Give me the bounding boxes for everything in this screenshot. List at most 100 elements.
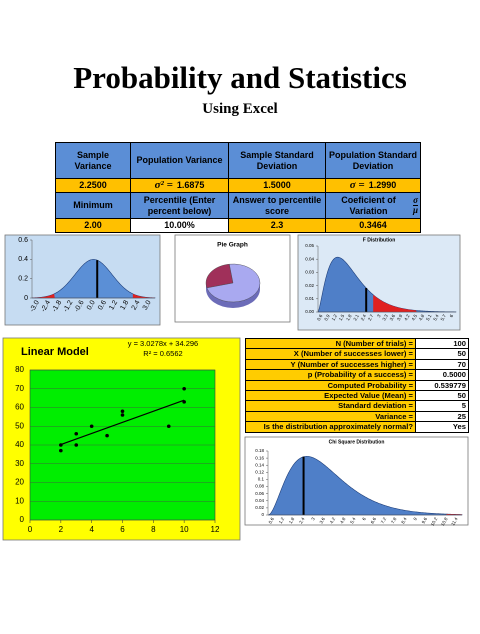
stat-label-text: Variance = (375, 411, 413, 421)
x-tick-label: 8.4 (400, 516, 408, 524)
cell-value: 1.6875 (176, 180, 205, 190)
y-tick-label: 0.03 (305, 270, 314, 275)
y-tick-label: 40 (15, 440, 24, 449)
y-tick-label: 0 (20, 515, 25, 524)
stat-label-text: Is the distribution approximately normal… (263, 422, 413, 432)
x-tick-label: 0.6 (316, 313, 324, 321)
cell-text: Sample Standard Deviation (240, 149, 314, 171)
stat-value-text: 50 (457, 390, 466, 400)
stat-label-text: N (Number of trials) = (335, 339, 413, 348)
x-tick-label: 6.6 (370, 516, 378, 524)
stat-value: 50 (416, 349, 469, 360)
stat-value: 0.539779 (416, 380, 469, 391)
stat-label: Is the distribution approximately normal… (246, 422, 416, 433)
point (120, 409, 125, 414)
y-tick-label: 30 (15, 459, 24, 468)
cell-symbol: σ² = (154, 179, 173, 191)
x-tick-label: 1.8 (288, 516, 296, 524)
y-tick-label: 0.2 (18, 276, 28, 283)
point (59, 448, 63, 453)
y-tick-label: 0.01 (305, 296, 314, 301)
cell-text: Sample Variance (74, 149, 112, 171)
chart-title: Linear Model (21, 346, 89, 358)
cell-text: Answer to percentile score (232, 194, 322, 216)
cell-text: Population Standard Deviation (328, 149, 417, 171)
stat-value-text: 5 (461, 401, 466, 411)
stat-value: 25 (416, 411, 469, 423)
table-cell: Answer to percentile score (229, 193, 326, 219)
stat-value: Yes (416, 422, 469, 433)
point (74, 431, 79, 436)
cell-text: Percentile (Enter percent below) (143, 194, 216, 216)
x-tick-label: 3.9 (396, 313, 404, 321)
x-tick-label: 3 (376, 313, 382, 318)
x-tick-label: 4 (89, 525, 94, 534)
annotation: y = 3.0278x + 34.296 (128, 339, 198, 348)
y-tick-label: 0.02 (305, 283, 314, 288)
table-cell: 2.00 (56, 219, 131, 233)
y-tick-label: 60 (15, 403, 24, 412)
y-tick-label: 0.00 (305, 309, 314, 314)
stat-label: Variance = (246, 411, 416, 423)
stat-value-text: 70 (457, 359, 466, 369)
point (74, 443, 79, 447)
x-tick-label: 2.7 (367, 313, 375, 321)
x-tick-label: 4.8 (418, 313, 426, 321)
x-tick-label: 3.6 (389, 313, 397, 321)
y-tick-label: 70 (15, 384, 24, 393)
table-cell: 0.3464 (326, 219, 421, 233)
tail-area (32, 293, 155, 298)
x-tick-label: 8 (151, 525, 156, 534)
x-tick-label: 2.4 (360, 313, 368, 321)
x-tick-label: 0 (28, 525, 33, 534)
stat-value-text: 0.539779 (434, 380, 466, 390)
y-tick-label: 0.4 (18, 256, 28, 263)
x-tick-label: 4.2 (403, 313, 411, 321)
y-tick-label: 10 (15, 496, 24, 505)
point (182, 386, 186, 391)
summary-table: Sample Variance Population Variance Sample… (55, 142, 421, 233)
stat-label: p (Probability of a success) = (246, 370, 416, 381)
curve-area (31, 259, 156, 299)
y-tick-label: 0 (261, 512, 264, 517)
y-tick-label: 0.04 (255, 498, 264, 503)
table-cell: 1.5000 (229, 179, 326, 193)
pie-slice (205, 263, 234, 289)
x-tick-label: 1.5 (338, 313, 346, 321)
x-tick-label: 5.4 (349, 516, 357, 524)
x-tick-label: 10 (180, 525, 189, 534)
table-cell: Sample Standard Deviation (229, 143, 326, 179)
table-cell: Coeficient of Variation σ μ (326, 193, 421, 219)
x-tick-label: 4.8 (339, 516, 347, 524)
stat-label: X (Number of successes lower) = (246, 349, 416, 360)
stat-value-text: 50 (457, 349, 466, 359)
subtitle: Using Excel (202, 101, 278, 117)
stat-value: 70 (416, 359, 469, 371)
y-tick-label: 0.18 (255, 448, 264, 453)
x-tick-label: 2 (59, 525, 64, 534)
table-cell: σ² = 1.6875 (131, 179, 229, 193)
y-tick-label: 0.6 (18, 237, 28, 244)
x-tick-label: 4.5 (410, 313, 418, 321)
chart-title: F Distribution (363, 237, 396, 243)
table-cell: Percentile (Enter percent below) (131, 193, 229, 219)
stat-value-text: Yes (452, 422, 466, 432)
cell-value: 1.2990 (368, 180, 397, 190)
cell-text: 2.00 (84, 220, 102, 230)
stat-label: Y (Number of successes higher) = (246, 359, 416, 371)
x-tick-label: 12 (211, 525, 220, 534)
table-cell: 2.3 (229, 219, 326, 233)
cell-text: 0.3464 (359, 220, 387, 230)
stat-value-text: 100 (453, 339, 466, 348)
stat-value: 5 (416, 401, 469, 412)
tail-area (373, 294, 417, 312)
x-tick-label: 9 (412, 516, 418, 521)
y-tick-label: 0.16 (255, 455, 264, 460)
curve-area (317, 256, 457, 313)
annotation: R² = 0.6562 (143, 349, 182, 358)
stat-label-text: p (Probability of a success) = (307, 370, 413, 380)
x-tick-label: 6 (361, 516, 367, 521)
x-tick-label: 1.2 (278, 516, 286, 524)
